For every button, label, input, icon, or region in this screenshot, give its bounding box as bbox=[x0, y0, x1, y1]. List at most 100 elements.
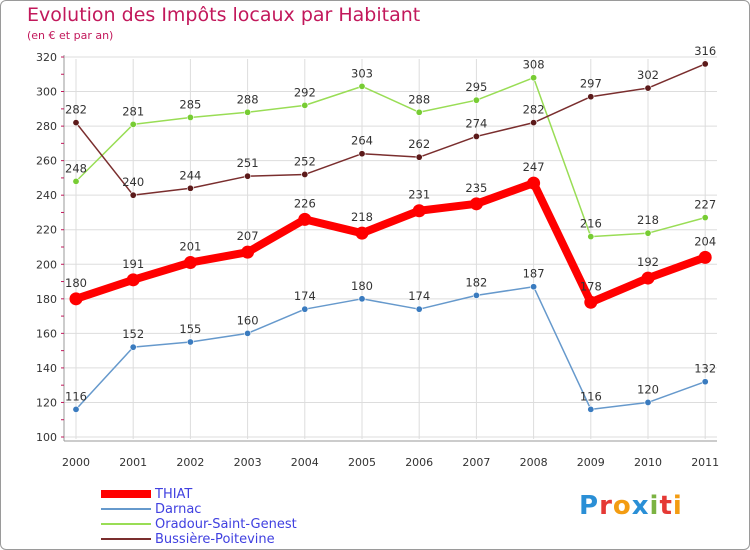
data-label-bussiere-poitevine: 251 bbox=[237, 156, 259, 170]
data-label-thiat: 201 bbox=[179, 240, 201, 254]
data-point-oradour-saint-genest bbox=[415, 108, 423, 116]
x-tick-label: 2009 bbox=[577, 456, 605, 469]
data-point-bussiere-poitevine bbox=[644, 84, 652, 92]
data-label-oradour-saint-genest: 303 bbox=[351, 66, 373, 80]
legend-swatch bbox=[101, 490, 151, 498]
data-point-oradour-saint-genest bbox=[244, 108, 252, 116]
data-label-thiat: 231 bbox=[408, 188, 430, 202]
data-label-bussiere-poitevine: 264 bbox=[351, 134, 373, 148]
data-label-bussiere-poitevine: 240 bbox=[122, 175, 144, 189]
data-label-darnac: 160 bbox=[237, 313, 259, 327]
legend-label: Oradour-Saint-Genest bbox=[155, 517, 297, 532]
data-point-thiat bbox=[183, 256, 197, 270]
x-tick-label: 2008 bbox=[520, 456, 548, 469]
data-point-oradour-saint-genest bbox=[129, 120, 137, 128]
data-label-oradour-saint-genest: 218 bbox=[637, 213, 659, 227]
data-label-darnac: 155 bbox=[179, 322, 201, 336]
data-point-bussiere-poitevine bbox=[72, 119, 80, 127]
data-label-bussiere-poitevine: 262 bbox=[408, 137, 430, 151]
data-label-thiat: 191 bbox=[122, 257, 144, 271]
y-tick-label: 200 bbox=[36, 258, 57, 271]
data-point-oradour-saint-genest bbox=[530, 74, 538, 82]
data-point-darnac bbox=[244, 329, 252, 337]
data-point-oradour-saint-genest bbox=[72, 177, 80, 185]
series-line-oradour-saint-genest bbox=[75, 76, 706, 238]
data-point-darnac bbox=[129, 343, 137, 351]
data-label-bussiere-poitevine: 282 bbox=[523, 103, 545, 117]
data-label-thiat: 192 bbox=[637, 255, 659, 269]
data-label-thiat: 218 bbox=[351, 210, 373, 224]
data-label-darnac: 182 bbox=[465, 275, 487, 289]
data-point-darnac bbox=[415, 305, 423, 313]
data-label-bussiere-poitevine: 244 bbox=[179, 168, 201, 182]
data-label-oradour-saint-genest: 227 bbox=[694, 198, 716, 212]
logo-letter: o bbox=[612, 491, 632, 521]
x-tick-label: 2005 bbox=[348, 456, 376, 469]
data-label-darnac: 132 bbox=[694, 362, 716, 376]
data-label-oradour-saint-genest: 295 bbox=[465, 80, 487, 94]
x-tick-label: 2010 bbox=[634, 456, 662, 469]
data-point-darnac bbox=[186, 338, 194, 346]
legend-label: Bussière-Poitevine bbox=[155, 532, 275, 547]
y-tick-label: 220 bbox=[36, 224, 57, 237]
data-label-bussiere-poitevine: 316 bbox=[694, 44, 716, 58]
data-label-oradour-saint-genest: 281 bbox=[122, 104, 144, 118]
data-label-oradour-saint-genest: 216 bbox=[580, 217, 602, 231]
logo-letter: i bbox=[672, 491, 683, 521]
data-point-thiat bbox=[641, 271, 655, 285]
data-point-darnac bbox=[644, 398, 652, 406]
data-label-bussiere-poitevine: 282 bbox=[65, 103, 87, 117]
chart-title: Evolution des Impôts locaux par Habitant bbox=[27, 4, 421, 26]
data-label-darnac: 152 bbox=[122, 327, 144, 341]
y-tick-label: 260 bbox=[36, 155, 57, 168]
data-point-oradour-saint-genest bbox=[701, 214, 709, 222]
y-tick-label: 240 bbox=[36, 189, 57, 202]
data-label-bussiere-poitevine: 297 bbox=[580, 77, 602, 91]
x-tick-label: 2004 bbox=[291, 456, 319, 469]
data-label-thiat: 207 bbox=[237, 229, 259, 243]
x-tick-label: 2002 bbox=[176, 456, 204, 469]
y-tick-label: 100 bbox=[36, 431, 57, 444]
data-point-thiat bbox=[298, 212, 312, 226]
data-point-bussiere-poitevine bbox=[186, 184, 194, 192]
data-label-darnac: 187 bbox=[523, 267, 545, 281]
logo-letter: r bbox=[599, 491, 613, 521]
data-point-thiat bbox=[241, 245, 255, 259]
data-label-thiat: 235 bbox=[465, 181, 487, 195]
y-tick-label: 160 bbox=[36, 327, 57, 340]
data-point-thiat bbox=[126, 273, 140, 287]
legend-swatch bbox=[101, 508, 151, 510]
data-point-darnac bbox=[301, 305, 309, 313]
y-tick-label: 140 bbox=[36, 362, 57, 375]
series-line-bussiere-poitevine bbox=[75, 63, 706, 196]
data-point-thiat bbox=[698, 250, 712, 264]
data-point-darnac bbox=[701, 378, 709, 386]
data-point-thiat bbox=[527, 176, 541, 190]
data-point-darnac bbox=[587, 405, 595, 413]
data-point-darnac bbox=[530, 283, 538, 291]
legend-swatch bbox=[101, 523, 151, 525]
x-tick-label: 2001 bbox=[119, 456, 147, 469]
legend-swatch bbox=[101, 538, 151, 540]
data-label-bussiere-poitevine: 274 bbox=[465, 116, 487, 130]
logo-letter: x bbox=[631, 491, 650, 521]
x-tick-label: 2006 bbox=[405, 456, 433, 469]
data-label-oradour-saint-genest: 285 bbox=[179, 97, 201, 111]
data-point-oradour-saint-genest bbox=[472, 96, 480, 104]
data-label-darnac: 116 bbox=[580, 389, 602, 403]
data-point-thiat bbox=[69, 292, 83, 306]
data-label-oradour-saint-genest: 292 bbox=[294, 85, 316, 99]
x-tick-label: 2011 bbox=[691, 456, 719, 469]
data-label-oradour-saint-genest: 288 bbox=[237, 92, 259, 106]
data-point-bussiere-poitevine bbox=[244, 172, 252, 180]
data-point-oradour-saint-genest bbox=[301, 101, 309, 109]
y-tick-label: 280 bbox=[36, 120, 57, 133]
data-label-bussiere-poitevine: 302 bbox=[637, 68, 659, 82]
logo-letter: i bbox=[649, 491, 660, 521]
data-label-thiat: 226 bbox=[294, 196, 316, 210]
data-label-thiat: 178 bbox=[580, 279, 602, 293]
data-point-bussiere-poitevine bbox=[129, 191, 137, 199]
data-label-oradour-saint-genest: 308 bbox=[523, 58, 545, 72]
y-tick-label: 320 bbox=[36, 51, 57, 64]
